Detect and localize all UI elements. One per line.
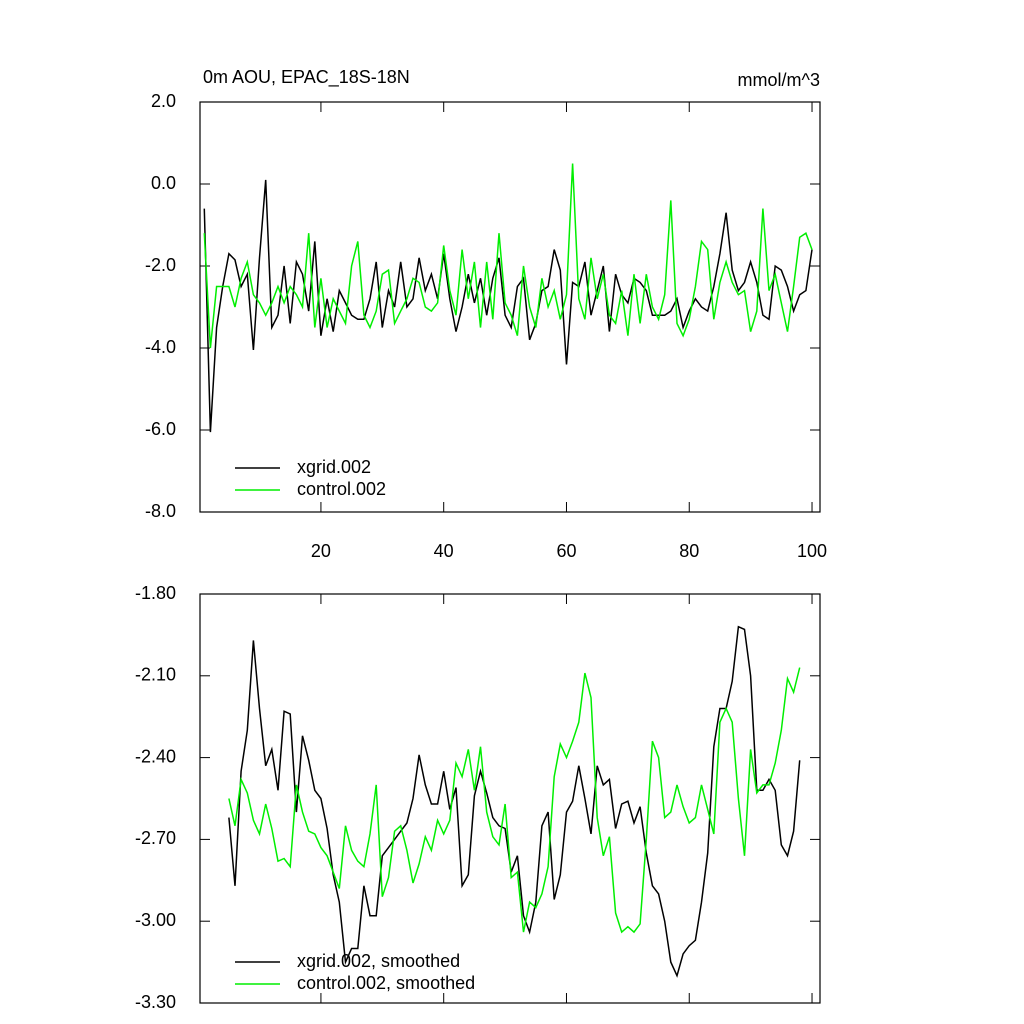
data-line: [203, 163, 813, 349]
y-tick-label: 2.0: [151, 91, 176, 111]
legend-label: control.002: [297, 479, 386, 499]
data-line: [228, 667, 801, 934]
data-line: [228, 625, 801, 978]
x-tick-label: 80: [679, 541, 699, 561]
y-tick-label: -2.70: [135, 828, 176, 848]
x-tick-label: 20: [311, 541, 331, 561]
y-tick-label: 0.0: [151, 173, 176, 193]
x-tick-label: 60: [556, 541, 576, 561]
legend-label: xgrid.002, smoothed: [297, 951, 460, 971]
y-tick-label: -2.40: [135, 746, 176, 766]
y-tick-label: -3.30: [135, 992, 176, 1012]
data-line: [203, 179, 813, 433]
y-tick-label: -1.80: [135, 583, 176, 603]
plot-frame: [199, 593, 821, 1004]
legend-label: control.002, smoothed: [297, 973, 475, 993]
y-tick-label: -2.0: [145, 255, 176, 275]
chart-title: 0m AOU, EPAC_18S-18N: [203, 67, 410, 88]
plot-frame: [199, 101, 821, 513]
y-tick-label: -2.10: [135, 665, 176, 685]
y-tick-label: -8.0: [145, 501, 176, 521]
units-label: mmol/m^3: [738, 70, 820, 90]
y-tick-label: -3.00: [135, 910, 176, 930]
y-tick-label: -6.0: [145, 419, 176, 439]
y-tick-label: -4.0: [145, 337, 176, 357]
legend-label: xgrid.002: [297, 457, 371, 477]
x-tick-label: 100: [797, 541, 827, 561]
x-tick-label: 40: [434, 541, 454, 561]
